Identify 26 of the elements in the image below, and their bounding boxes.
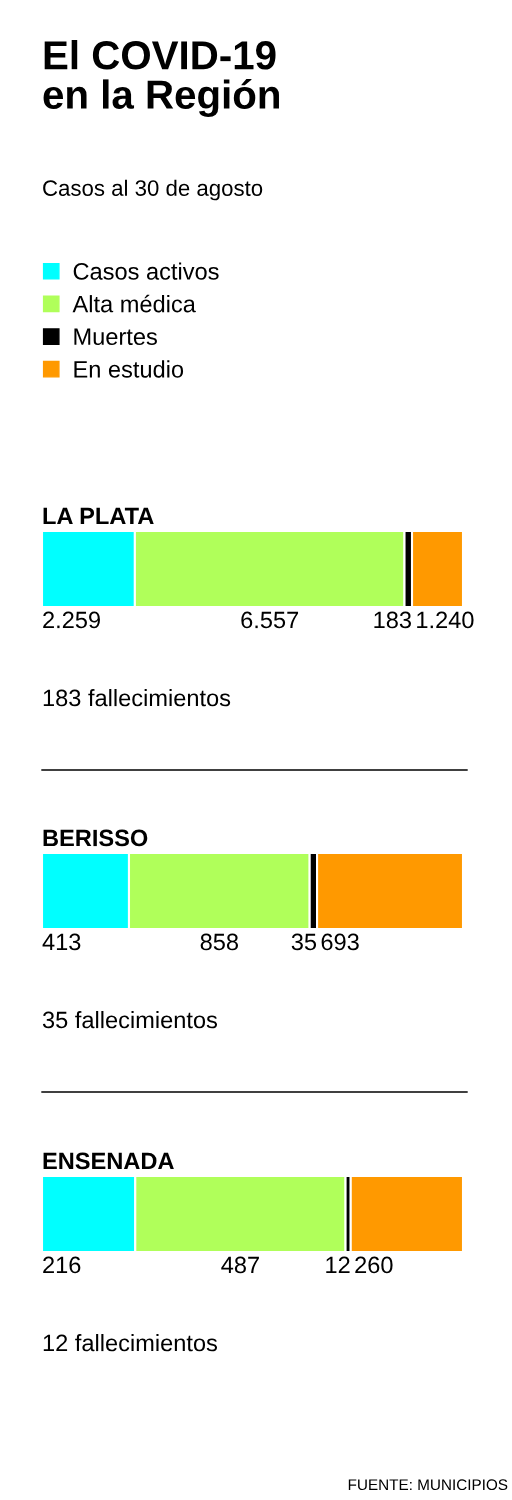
data-label: 413 xyxy=(42,933,81,951)
legend-label: Casos activos xyxy=(73,262,219,280)
data-label: 216 xyxy=(43,1256,81,1274)
data-label: 858 xyxy=(200,933,238,951)
y-tick-label: LA PLATA xyxy=(43,507,154,525)
chart-subtitle: Casos al 30 de agosto xyxy=(43,179,263,201)
y-tick-label: BERISSO xyxy=(43,829,148,847)
y-tick-label: ENSENADA xyxy=(43,1152,174,1170)
text: 35 fallecimientos xyxy=(42,1010,218,1029)
source-note: FUENTE: MUNICIPIOS xyxy=(348,1479,508,1491)
data-label: 487 xyxy=(221,1256,259,1274)
data-label: 2.259 xyxy=(43,611,100,629)
text: 12 fallecimientos xyxy=(43,1333,218,1352)
data-label: 12 xyxy=(326,1256,350,1274)
legend-label: En estudio xyxy=(74,360,184,378)
legend-label: Alta médica xyxy=(72,294,196,313)
data-label: 6.557 xyxy=(241,611,299,629)
data-label: 183 xyxy=(374,611,411,629)
legend-label: Muertes xyxy=(74,328,157,346)
data-label: 260 xyxy=(355,1256,393,1274)
data-label: 35 xyxy=(291,933,317,951)
data-label: 1.240 xyxy=(417,611,474,629)
text: 183 fallecimientos xyxy=(43,688,231,707)
bar xyxy=(349,1174,463,1254)
chart-title: El COVID-19 en la Región xyxy=(43,40,279,118)
data-label: 693 xyxy=(321,933,359,951)
